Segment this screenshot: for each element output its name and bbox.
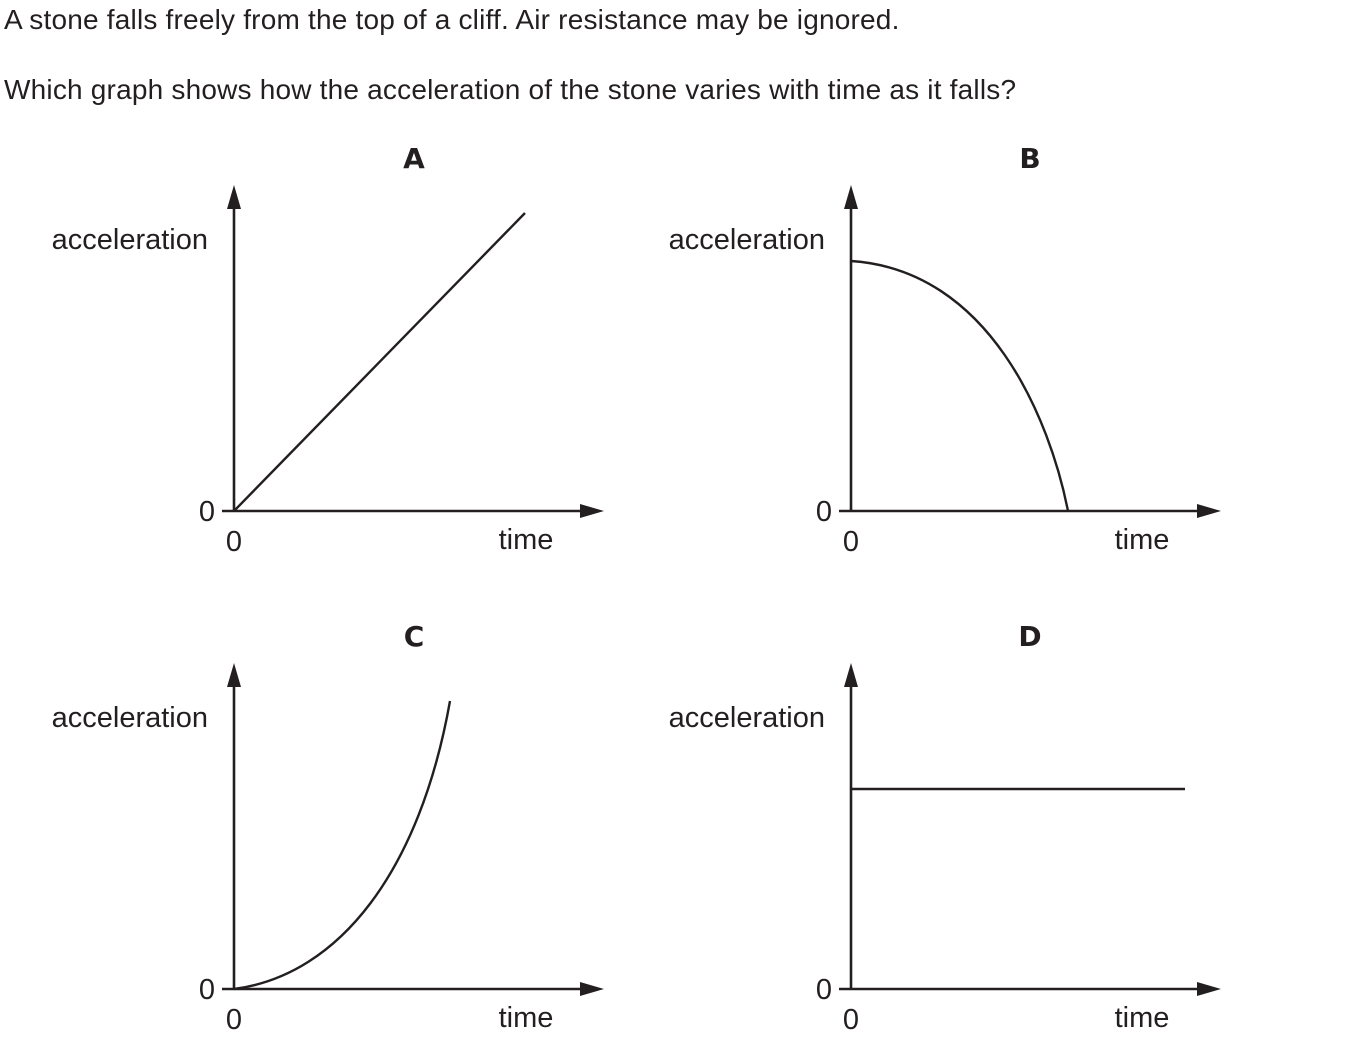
question-line-2: Which graph shows how the acceleration o… <box>4 74 1017 105</box>
graph-d-x-origin-label: 0 <box>843 1004 859 1036</box>
graph-a-y-origin-label: 0 <box>199 496 215 528</box>
graph-a-x-axis-arrow <box>580 504 604 518</box>
graph-c-x-axis-label: time <box>499 1002 554 1034</box>
graph-d: D acceleration 0 0 time <box>669 620 1221 1036</box>
graph-d-x-axis-arrow <box>1197 982 1221 996</box>
graph-c-curve <box>233 700 452 991</box>
graph-a-line <box>233 212 526 512</box>
graph-b: B acceleration 0 0 time <box>669 142 1221 558</box>
graph-b-y-origin-label: 0 <box>816 496 832 528</box>
graph-d-x-axis-label: time <box>1115 1002 1170 1034</box>
graph-a-label: A <box>403 142 425 175</box>
graph-c-x-origin-label: 0 <box>226 1004 242 1036</box>
graph-d-label: D <box>1018 620 1041 653</box>
graph-a-x-origin-label: 0 <box>226 526 242 558</box>
graph-b-y-axis-arrow <box>844 185 858 209</box>
graph-c-x-axis-arrow <box>580 982 604 996</box>
graph-b-y-axis-label: acceleration <box>669 224 825 256</box>
graph-a-x-axis-label: time <box>499 524 554 556</box>
graph-a: A acceleration 0 0 time <box>52 142 604 558</box>
graph-d-y-axis-label: acceleration <box>669 702 825 734</box>
graph-d-y-origin-label: 0 <box>816 974 832 1006</box>
graph-c-y-origin-label: 0 <box>199 974 215 1006</box>
graph-d-y-axis-arrow <box>844 663 858 687</box>
graph-b-x-origin-label: 0 <box>843 526 859 558</box>
graph-c-y-axis-arrow <box>227 663 241 687</box>
graph-c-y-axis-label: acceleration <box>52 702 208 734</box>
graph-b-x-axis-arrow <box>1197 504 1221 518</box>
graph-a-y-axis-arrow <box>227 185 241 209</box>
graph-c-label: C <box>404 620 425 653</box>
graph-b-label: B <box>1019 142 1040 175</box>
question-line-1: A stone falls freely from the top of a c… <box>4 4 900 35</box>
graph-a-y-axis-label: acceleration <box>52 224 208 256</box>
graph-c: C acceleration 0 0 time <box>52 620 604 1036</box>
graph-b-x-axis-label: time <box>1115 524 1170 556</box>
graph-b-curve <box>850 259 1070 512</box>
